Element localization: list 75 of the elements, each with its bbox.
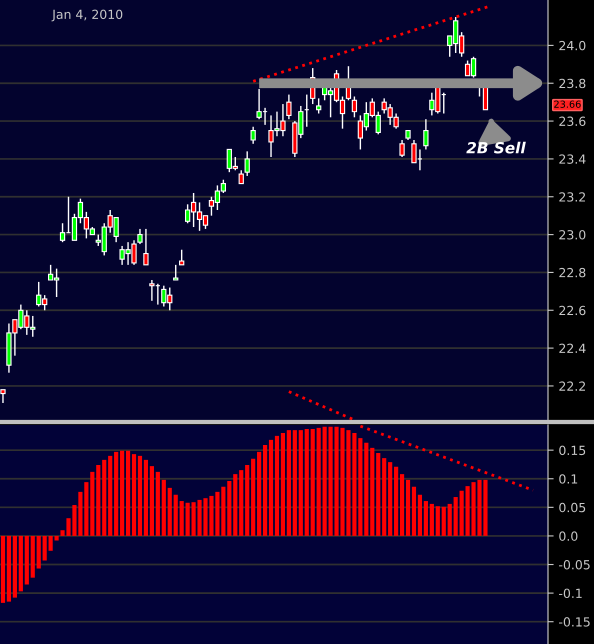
candlestick xyxy=(143,228,149,266)
candlestick xyxy=(250,126,256,144)
candlestick xyxy=(244,150,250,177)
bar xyxy=(215,492,220,536)
annotation: Jan 4, 2010 xyxy=(52,10,122,22)
y-tick-label: 24.0 xyxy=(559,40,586,50)
bar xyxy=(328,426,333,536)
bar xyxy=(257,452,262,536)
bar xyxy=(412,486,416,536)
bar xyxy=(192,502,196,536)
candlestick xyxy=(173,264,178,281)
bar xyxy=(466,486,470,536)
bar xyxy=(203,498,208,536)
bar xyxy=(274,436,280,536)
y-tick-label: -0.15 xyxy=(559,617,590,627)
bar xyxy=(471,482,476,536)
y-tick-label: 22.6 xyxy=(559,306,586,316)
candlestick xyxy=(316,98,322,114)
bar xyxy=(126,450,130,536)
bar xyxy=(394,466,398,536)
candlestick xyxy=(137,228,143,245)
bar xyxy=(138,456,142,536)
bar xyxy=(346,430,351,536)
bar xyxy=(334,426,339,536)
y-tick-label: 0.0 xyxy=(559,531,578,541)
candlestick xyxy=(286,94,292,120)
candlestick xyxy=(399,139,405,158)
bar xyxy=(120,450,124,536)
bar xyxy=(60,530,65,536)
bar xyxy=(352,433,356,536)
candlestick xyxy=(0,389,6,404)
y-tick-label: 23.8 xyxy=(559,78,586,88)
bar xyxy=(72,505,77,536)
y-tick-label: 23.2 xyxy=(559,192,585,202)
bar xyxy=(66,518,71,536)
bar xyxy=(406,480,410,536)
y-tick-label: -0.1 xyxy=(559,588,582,598)
bar xyxy=(54,536,59,541)
candlestick xyxy=(179,249,184,266)
candlestick xyxy=(423,118,429,150)
y-tick-label: 22.4 xyxy=(559,344,586,353)
bar xyxy=(0,536,6,603)
y-tick-label: 22.8 xyxy=(559,268,586,278)
candlestick xyxy=(482,86,488,110)
bar xyxy=(78,492,82,536)
y-tick-label: 0.1 xyxy=(559,474,578,484)
y-tick-label: 23.0 xyxy=(559,230,586,240)
y-tick-label: -0.05 xyxy=(559,560,590,570)
bar xyxy=(483,480,488,536)
y-tick-label: 0.05 xyxy=(559,502,586,512)
text: 23.66 xyxy=(554,100,581,108)
candlestick xyxy=(238,170,244,184)
bar xyxy=(209,496,214,536)
bar xyxy=(286,430,291,536)
bar xyxy=(424,501,428,536)
bar xyxy=(280,433,286,536)
candlestick xyxy=(405,130,411,141)
bar xyxy=(268,440,274,536)
bar xyxy=(418,494,422,536)
y-tick-label: 23.4 xyxy=(559,154,586,164)
y-tick-label: 22.2 xyxy=(559,381,585,391)
bar xyxy=(197,500,202,536)
bar xyxy=(6,536,12,602)
y-tick-label: 23.6 xyxy=(559,116,586,126)
candlestick xyxy=(352,96,358,118)
bar xyxy=(340,428,345,536)
bar xyxy=(477,480,482,536)
bar xyxy=(262,445,268,536)
bar xyxy=(144,460,148,536)
annotation: 2B Sell xyxy=(466,142,526,154)
bar xyxy=(132,454,136,536)
bar xyxy=(150,466,154,536)
bar xyxy=(12,536,17,598)
bar xyxy=(400,474,404,536)
y-tick-label: 0.15 xyxy=(559,446,586,456)
